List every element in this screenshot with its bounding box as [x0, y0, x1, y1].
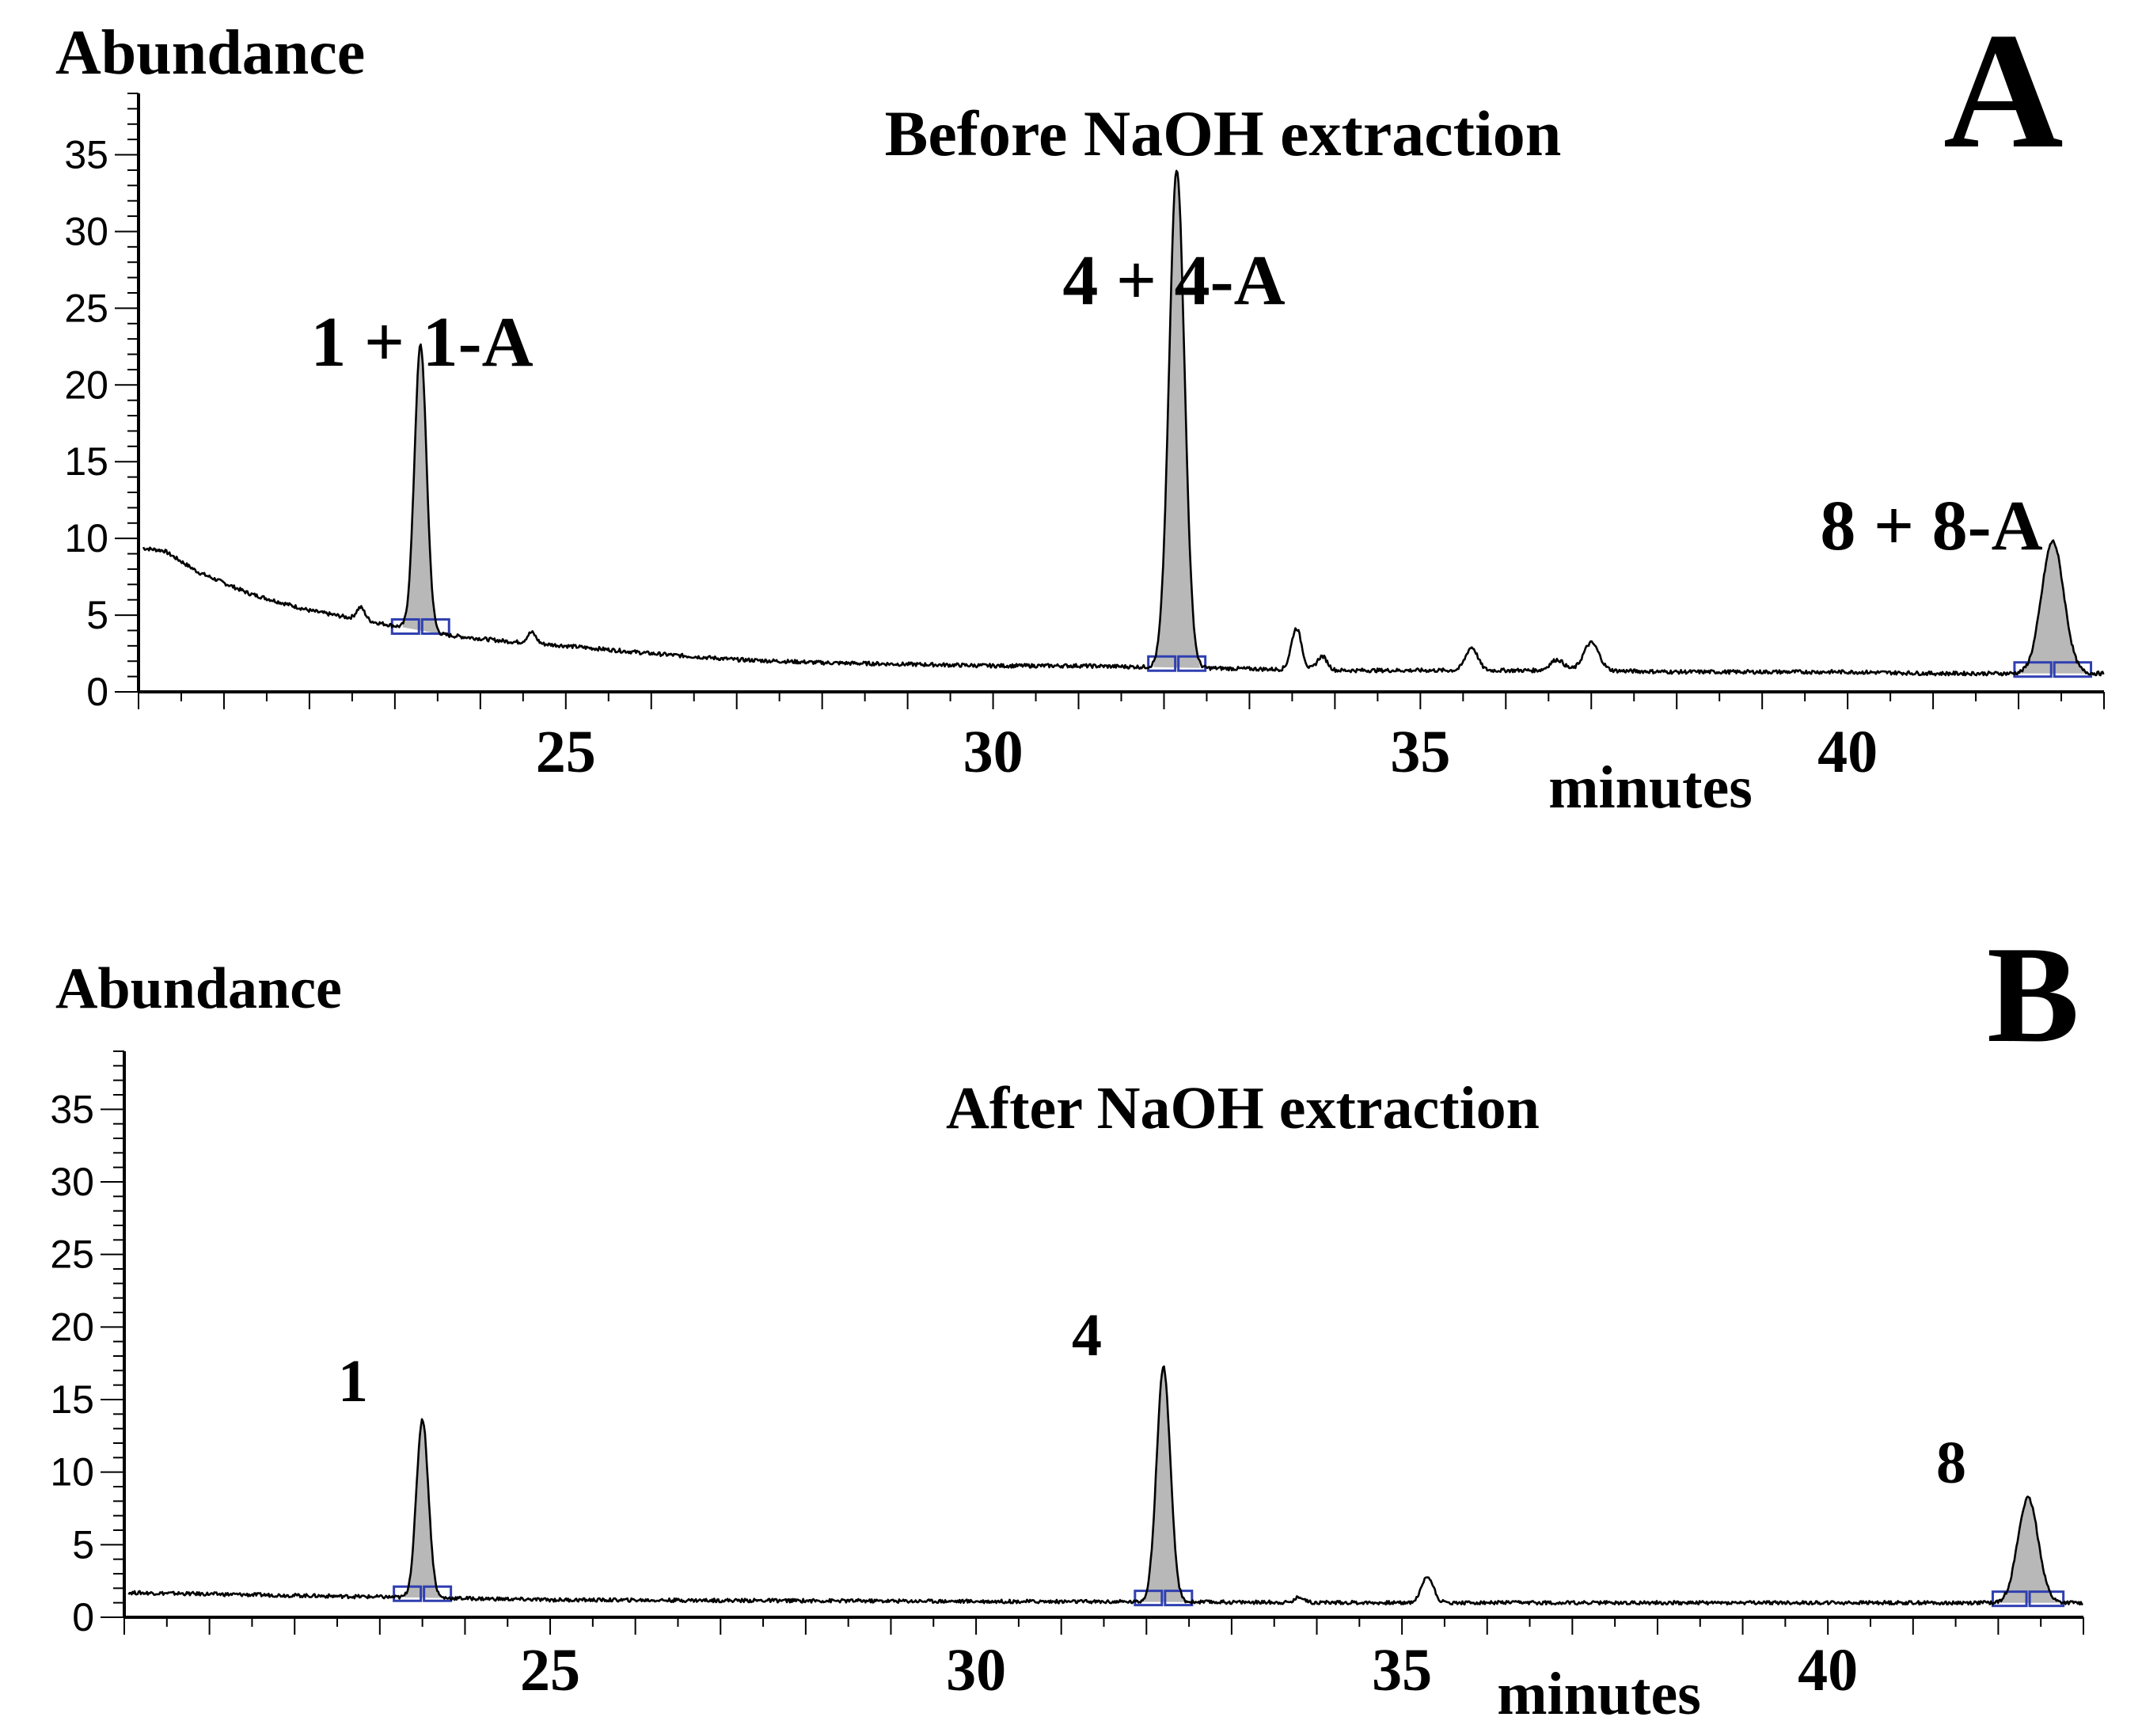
x-tick-label: 25 — [520, 1637, 580, 1704]
chart-panel-b: 0 5 10 15 20 25 30 35 25 30 35 40 1 4 8 Abundance After … — [50, 917, 2084, 1727]
integration-marker — [1164, 1590, 1194, 1607]
y-tick-label: 10 — [64, 516, 108, 560]
peak-label: 4 — [1072, 1302, 1102, 1369]
integration-marker — [393, 1585, 423, 1602]
panel-label: A — [1943, 0, 2064, 183]
y-axis-label: Abundance — [55, 18, 365, 88]
peak-label: 8 — [1936, 1430, 1966, 1496]
x-tick-label: 40 — [1798, 1637, 1858, 1704]
peak-fill — [1143, 1366, 1184, 1602]
y-tick-label: 15 — [64, 439, 108, 484]
y-tick-label: 0 — [86, 670, 108, 714]
peak-label: 4 + 4-A — [1062, 241, 1285, 320]
signal-trace — [142, 169, 2105, 677]
chart-panel-a: 0 5 10 15 20 25 30 35 25 30 35 40 1 + 1-A 4 + 4-A 8 + … — [55, 0, 2105, 821]
chart-title: Before NaOH extraction — [885, 97, 1562, 169]
y-tick-label: 5 — [72, 1522, 94, 1567]
panel-label: B — [1987, 917, 2079, 1071]
integration-marker — [2053, 661, 2093, 678]
y-tick-label: 0 — [72, 1595, 94, 1639]
y-tick-label: 35 — [64, 133, 108, 177]
y-tick-label: 25 — [64, 286, 108, 330]
y-tick-label: 30 — [64, 209, 108, 253]
integration-marker — [1147, 655, 1177, 672]
y-tick-label: 5 — [86, 593, 108, 637]
y-tick-label: 35 — [50, 1087, 94, 1131]
x-axis-label: minutes — [1497, 1661, 1701, 1727]
peak-label: 8 + 8-A — [1820, 487, 2042, 565]
y-tick-label: 15 — [50, 1377, 94, 1422]
chart-title: After NaOH extraction — [946, 1075, 1540, 1142]
x-tick-label: 30 — [946, 1637, 1006, 1704]
y-axis-label: Abundance — [55, 956, 342, 1021]
signal-trace — [127, 1365, 2083, 1606]
x-tick-label: 35 — [1390, 719, 1450, 785]
x-axis-label: minutes — [1548, 754, 1753, 821]
x-tick-label: 35 — [1372, 1637, 1432, 1704]
peak-fill — [402, 344, 439, 634]
peak-label: 1 — [338, 1348, 368, 1415]
peak-label: 1 + 1-A — [310, 303, 533, 382]
y-tick-label: 20 — [64, 363, 108, 407]
integration-marker — [2028, 1590, 2065, 1608]
peak-fill — [2019, 541, 2087, 674]
peak-fill — [1997, 1498, 2059, 1603]
peak-fill — [1153, 169, 1200, 668]
y-tick-label: 20 — [50, 1305, 94, 1349]
x-tick-label: 40 — [1817, 719, 1878, 785]
integration-marker — [1991, 1590, 2028, 1608]
integration-marker — [1134, 1590, 1164, 1607]
x-tick-label: 30 — [963, 719, 1024, 785]
x-tick-label: 25 — [536, 719, 596, 785]
y-tick-label: 10 — [50, 1450, 94, 1495]
y-tick-label: 30 — [50, 1160, 94, 1204]
integration-marker — [423, 1585, 453, 1602]
y-tick-label: 25 — [50, 1233, 94, 1277]
integration-marker — [1177, 655, 1207, 672]
integration-marker — [2013, 661, 2053, 678]
